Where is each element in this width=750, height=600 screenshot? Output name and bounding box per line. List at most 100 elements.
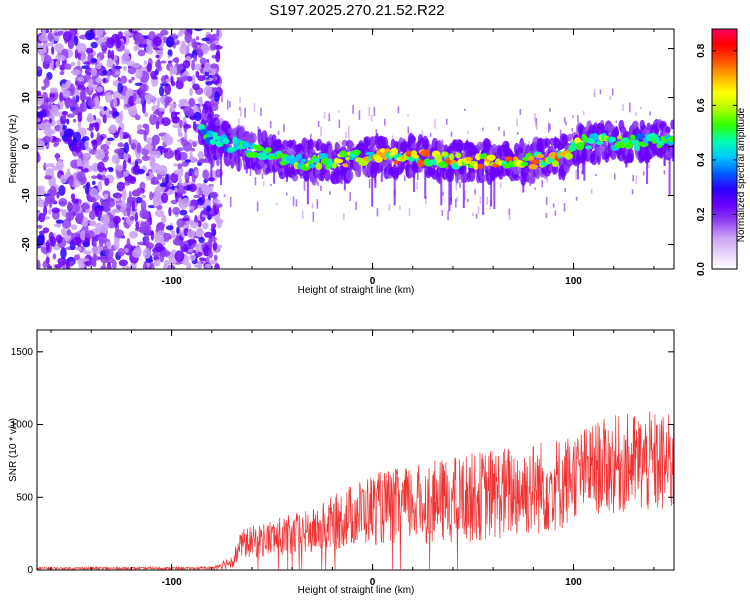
spectrogram-streak <box>263 181 265 187</box>
spectrogram-noise-cell <box>123 180 131 186</box>
spectrogram-noise-cell <box>156 204 163 211</box>
spectrogram-streak <box>253 102 256 113</box>
spectrogram-streak <box>292 196 295 206</box>
spectrogram-noise-cell <box>114 148 124 155</box>
spectrogram-band-cell <box>390 138 396 150</box>
spectrogram-ridge-cell <box>437 161 448 169</box>
spectrogram-noise-cell <box>66 168 71 177</box>
spectrogram-streak <box>519 108 522 115</box>
spectrogram-image <box>37 29 674 269</box>
spectrogram-noise-cell <box>123 151 129 162</box>
spectrogram-noise-cell <box>153 259 161 267</box>
spectrogram-streak <box>508 212 511 221</box>
spectrogram-noise-cell <box>211 54 217 59</box>
spectrogram-noise-cell <box>183 75 188 80</box>
spectrogram-ridge-cell <box>338 150 348 158</box>
spectrogram-streak <box>549 108 551 112</box>
spectrogram-band-cell <box>665 126 671 133</box>
spectrogram-noise-cell <box>103 106 108 111</box>
spectrogram-streak <box>479 196 482 204</box>
spectrogram-noise-cell <box>142 103 146 114</box>
spectrogram-noise-cell <box>38 34 49 42</box>
spectrogram-band-cell <box>424 138 430 148</box>
colorbar-tick-label: 0.0 <box>696 262 707 276</box>
spectrogram-noise-cell <box>181 182 188 186</box>
spectrogram-streak <box>635 175 638 185</box>
spectrogram-noise-cell <box>73 254 80 261</box>
snr-x-label: Height of straight line (km) <box>298 585 415 596</box>
spectrogram-ridge-cell <box>634 133 645 140</box>
spectrogram-streak <box>545 175 548 179</box>
spectrogram-noise-cell <box>214 263 220 269</box>
spectrogram-noise-cell <box>158 165 168 176</box>
spectrogram-noise-cell <box>121 216 125 221</box>
spectrogram-noise-cell <box>59 122 63 133</box>
spectrogram-streak <box>323 112 326 119</box>
spectrogram-noise-cell <box>63 63 72 70</box>
spectrogram-noise-cell <box>37 259 41 269</box>
spectrogram-noise-cell <box>114 229 125 239</box>
spectrogram-noise-cell <box>183 132 188 140</box>
spectrogram-noise-cell <box>173 163 179 167</box>
spectrogram-noise-cell <box>45 256 50 265</box>
spectrogram-band-cell <box>214 119 221 127</box>
spectrogram-noise-cell <box>203 257 207 262</box>
spectrogram-noise-cell <box>94 234 99 242</box>
spectrogram-noise-cell <box>118 259 128 267</box>
spectrogram-streak <box>631 189 634 195</box>
spectrogram-streak <box>516 118 518 127</box>
spectrogram-streak <box>403 175 406 182</box>
spectrogram-spike <box>482 161 485 215</box>
spectrogram-noise-cell <box>79 229 87 241</box>
spectrogram-streak <box>499 182 502 189</box>
spectrogram-noise-cell <box>96 173 103 180</box>
spectrogram-noise-cell <box>120 95 126 100</box>
spectrogram-noise-cell <box>82 135 90 142</box>
spectrogram-noise-cell <box>75 95 80 103</box>
spectrogram-noise-cell <box>155 54 160 59</box>
spectrogram-noise-cell <box>77 166 84 170</box>
spectrogram-streak <box>535 122 538 130</box>
spectrogram-streak <box>397 106 400 114</box>
spectrogram-noise-cell <box>71 202 81 213</box>
spectrogram-noise-cell <box>134 114 141 121</box>
spectrogram-noise-cell <box>188 248 194 253</box>
spectrogram-noise-cell <box>150 262 155 269</box>
spectrogram-noise-cell <box>128 134 132 146</box>
spectrogram-streak <box>368 106 371 117</box>
spectrogram-noise-cell <box>55 159 64 171</box>
spectrogram-noise-cell <box>199 57 207 65</box>
spectrogram-streak <box>347 125 350 136</box>
spectrogram-ridge-cell <box>199 128 208 135</box>
spectrogram-noise-cell <box>146 62 152 73</box>
spectrogram-streak <box>276 202 278 206</box>
spectrogram-noise-cell <box>54 264 63 269</box>
spectrogram-noise-cell <box>94 29 104 38</box>
spectrogram-noise-cell <box>95 63 102 70</box>
spectrogram-noise-cell <box>206 205 211 213</box>
spectrogram-noise-cell <box>205 81 213 86</box>
spectrogram-noise-cell <box>49 87 58 93</box>
spectrogram-streak <box>408 208 411 217</box>
spectrogram-noise-cell <box>62 31 72 42</box>
spectrogram-noise-cell <box>128 190 132 203</box>
spectrogram-ridge-cell <box>465 157 473 162</box>
spectrogram-streak <box>320 185 322 191</box>
spectrogram-streak <box>425 196 427 205</box>
spectrogram-streak <box>672 130 674 134</box>
spectrogram-noise-cell <box>57 257 67 266</box>
spectrogram-noise-cell <box>120 54 131 62</box>
spectrogram-streak <box>498 126 500 131</box>
spectrogram-ridge-cell <box>595 140 604 145</box>
spectrogram-noise-cell <box>38 195 42 203</box>
spectrogram-noise-cell <box>179 43 189 55</box>
spectrogram-noise-cell <box>164 97 171 106</box>
spectrogram-noise-cell <box>189 254 197 261</box>
spectrogram-noise-cell <box>191 59 195 71</box>
spectrogram-streak <box>416 181 418 190</box>
spectrogram-ridge-cell <box>455 152 462 159</box>
spectrogram-spike <box>424 157 427 199</box>
spectrogram-streak <box>456 196 458 202</box>
spectrogram-noise-cell <box>131 29 142 32</box>
spectrogram-noise-cell <box>70 29 76 35</box>
